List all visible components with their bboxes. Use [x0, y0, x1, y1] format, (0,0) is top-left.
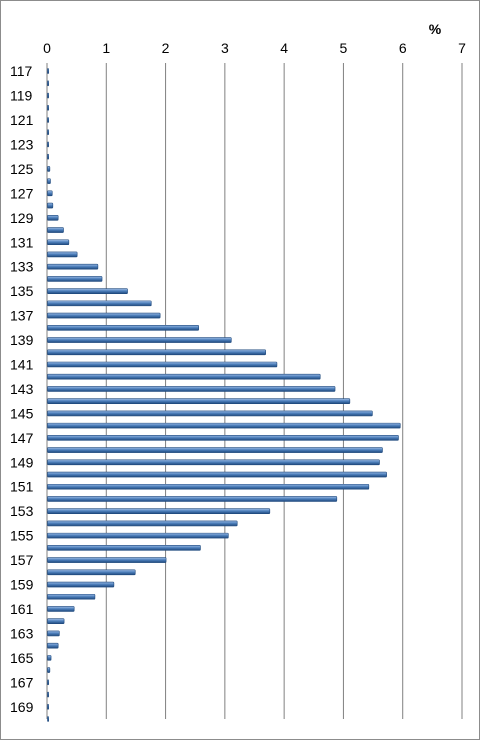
bar	[47, 447, 383, 453]
y-tick-label: 131	[10, 234, 34, 250]
bar	[47, 117, 50, 123]
y-tick-label: 135	[10, 283, 34, 299]
bar	[47, 459, 380, 466]
bar	[47, 312, 161, 319]
bar	[47, 68, 50, 74]
bar	[47, 496, 338, 502]
bar	[47, 263, 99, 270]
bar	[47, 606, 75, 612]
bar	[47, 141, 50, 148]
y-tick-labels: 117 119 121 123 125 127 129 131 133 135 137 139 141 1…	[10, 63, 34, 715]
y-tick-label: 169	[10, 699, 34, 715]
y-tick-label: 145	[10, 405, 34, 421]
bar	[47, 422, 401, 429]
y-tick-label: 161	[10, 601, 34, 617]
y-tick-label: 151	[10, 479, 34, 495]
x-tick-label: 2	[162, 40, 170, 56]
x-tick-label: 6	[399, 40, 407, 56]
bar	[47, 288, 128, 294]
bar	[47, 716, 50, 722]
bar	[47, 569, 136, 576]
bar	[47, 508, 271, 514]
y-tick-label: 149	[10, 454, 34, 470]
unit-label: %	[429, 21, 442, 37]
y-tick-label: 129	[10, 210, 34, 226]
bar	[47, 373, 321, 380]
bars	[47, 68, 401, 722]
bar	[47, 166, 51, 172]
bar	[47, 251, 78, 258]
bar	[47, 153, 50, 160]
y-tick-label: 155	[10, 528, 34, 544]
x-tick-labels: 0 1 2 3 4 5 6 7	[43, 40, 466, 56]
bar	[47, 337, 232, 343]
y-tick-label: 123	[10, 136, 34, 152]
y-tick-label: 157	[10, 552, 34, 568]
y-tick-label: 147	[10, 430, 34, 446]
bar	[47, 471, 387, 478]
bar	[47, 178, 51, 184]
bar	[47, 386, 336, 392]
bar	[47, 557, 167, 563]
bar	[47, 410, 373, 417]
bar	[47, 92, 50, 99]
bar	[47, 642, 59, 649]
x-tick-label: 4	[280, 40, 288, 56]
x-tick-label: 1	[102, 40, 110, 56]
y-tick-label: 141	[10, 356, 34, 372]
bar	[47, 190, 53, 197]
bar	[47, 545, 201, 551]
bar	[47, 667, 51, 673]
bar	[47, 202, 54, 209]
bar	[47, 227, 64, 233]
bar	[47, 520, 238, 527]
y-tick-label: 163	[10, 625, 34, 641]
y-tick-label: 121	[10, 112, 34, 128]
x-tick-label: 3	[221, 40, 229, 56]
x-tick-label: 5	[340, 40, 348, 56]
x-tick-label: 0	[43, 40, 51, 56]
bar	[47, 655, 52, 661]
y-tick-label: 139	[10, 332, 34, 348]
bar	[47, 483, 370, 490]
bar	[47, 104, 50, 111]
y-tick-label: 137	[10, 308, 34, 324]
bar	[47, 398, 351, 404]
bar	[47, 593, 96, 600]
bar	[47, 215, 59, 221]
bar	[47, 361, 278, 368]
bar	[47, 581, 115, 588]
y-tick-label: 165	[10, 650, 34, 666]
y-tick-label: 167	[10, 674, 34, 690]
y-tick-label: 125	[10, 161, 34, 177]
y-tick-label: 159	[10, 577, 34, 593]
bar	[47, 435, 399, 441]
bar	[47, 630, 60, 637]
bar	[47, 80, 50, 87]
bar	[47, 129, 50, 136]
bar	[47, 239, 70, 246]
y-tick-label: 143	[10, 381, 34, 397]
y-tick-label: 133	[10, 259, 34, 275]
bar	[47, 300, 152, 307]
bar	[47, 532, 229, 539]
bar	[47, 276, 103, 282]
bar	[47, 691, 50, 698]
bar	[47, 349, 266, 356]
x-tick-label: 7	[458, 40, 466, 56]
bar	[47, 325, 199, 331]
bar	[47, 679, 50, 686]
bar	[47, 703, 50, 710]
bar	[47, 618, 65, 625]
y-tick-label: 117	[10, 63, 33, 79]
y-tick-label: 127	[10, 185, 34, 201]
y-tick-label: 119	[10, 88, 33, 104]
y-tick-label: 153	[10, 503, 34, 519]
